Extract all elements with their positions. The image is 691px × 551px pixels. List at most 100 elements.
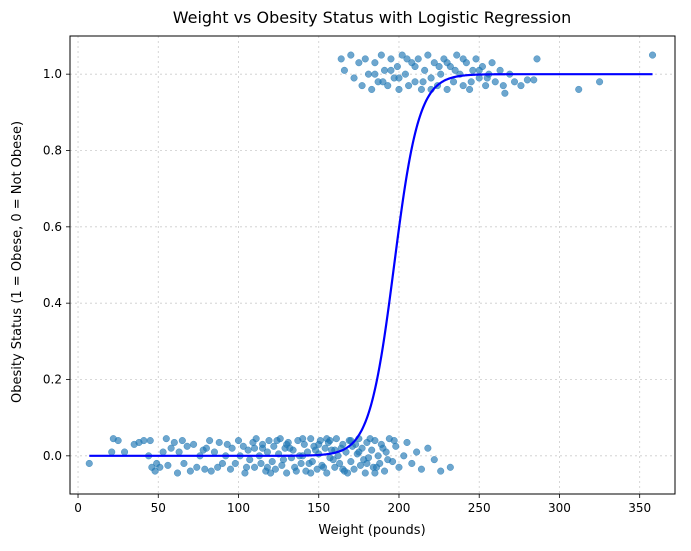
scatter-point — [459, 55, 467, 63]
scatter-point — [377, 51, 385, 59]
scatter-point — [273, 437, 281, 445]
scatter-point — [323, 435, 331, 443]
scatter-point — [226, 465, 235, 473]
scatter-point — [164, 461, 172, 469]
scatter-point — [331, 463, 339, 471]
scatter-point — [178, 437, 186, 445]
scatter-point — [395, 74, 403, 82]
scatter-point — [417, 85, 425, 93]
scatter-point — [496, 66, 504, 74]
scatter-point — [279, 456, 287, 464]
scatter-point — [501, 89, 509, 97]
scatter-point — [368, 446, 376, 454]
scatter-point — [491, 78, 499, 86]
scatter-point — [186, 467, 194, 475]
scatter-point — [380, 467, 389, 475]
logistic-curve — [89, 73, 653, 457]
scatter-point — [268, 458, 276, 466]
scatter-point — [252, 435, 260, 443]
scatter-point — [466, 85, 474, 93]
scatter-point — [344, 469, 352, 477]
scatter-point — [140, 437, 148, 445]
scatter-point — [523, 76, 531, 84]
scatter-point — [292, 467, 300, 475]
scatter-point — [246, 456, 254, 464]
scatter-point — [313, 465, 321, 473]
scatter-point — [437, 70, 445, 78]
scatter-point — [114, 437, 122, 445]
scatter-point — [355, 59, 363, 67]
scatter-point — [267, 469, 275, 477]
scatter-point — [242, 463, 251, 471]
scatter-point — [533, 55, 541, 63]
scatter-point — [297, 459, 305, 468]
scatter-point — [403, 55, 411, 63]
y-axis-label: Obesity Status (1 = Obese, 0 = Not Obese… — [10, 121, 25, 403]
scatter-point — [411, 78, 419, 86]
scatter-point — [356, 461, 365, 469]
scatter-point — [413, 448, 421, 456]
scatter-point — [384, 82, 392, 90]
scatter-point — [530, 76, 538, 84]
scatter-point — [207, 467, 215, 475]
scatter-point — [384, 456, 392, 464]
y-tick-label: 0.6 — [43, 220, 62, 234]
scatter-point — [159, 448, 167, 456]
scatter-point — [421, 66, 429, 74]
scatter-point — [350, 465, 358, 473]
scatter-point — [162, 435, 170, 443]
scatter-point — [363, 459, 371, 468]
scatter-point — [427, 74, 435, 82]
scatter-point — [234, 437, 243, 445]
scatter-point — [459, 82, 467, 90]
scatter-point — [167, 444, 175, 452]
scatter-point — [453, 51, 461, 59]
scatter-point — [307, 435, 315, 443]
scatter-point — [361, 55, 369, 63]
logistic-curve-layer — [89, 73, 653, 457]
scatter-point — [430, 456, 438, 464]
scatter-point — [510, 78, 519, 86]
scatter-point — [411, 62, 419, 71]
scatter-point — [329, 456, 337, 464]
scatter-point — [387, 66, 395, 74]
scatter-point — [575, 85, 583, 93]
scatter-point — [483, 74, 491, 82]
scatter-point — [332, 435, 340, 443]
scatter-point — [214, 463, 222, 471]
y-tick-label: 0.2 — [43, 373, 62, 387]
scatter-point — [350, 74, 358, 82]
scatter-point — [371, 59, 379, 67]
scatter-point — [467, 78, 475, 86]
scatter-point — [443, 59, 451, 67]
scatter-point — [446, 463, 454, 471]
scatter-point — [307, 469, 315, 477]
scatter-point — [417, 465, 425, 473]
scatter-point — [259, 444, 267, 452]
scatter-point — [648, 51, 657, 59]
scatter-point — [156, 463, 164, 471]
scatter-point — [400, 452, 408, 460]
scatter-point — [339, 465, 347, 473]
scatter-point — [201, 465, 209, 473]
scatter-point — [218, 459, 227, 468]
scatter-point — [435, 62, 443, 71]
x-tick-label: 150 — [307, 501, 330, 515]
scatter-point — [299, 435, 307, 443]
scatter-point — [337, 55, 345, 63]
scatter-point — [336, 459, 344, 468]
scatter-point — [340, 66, 348, 74]
scatter-point — [482, 82, 490, 90]
scatter-point — [320, 463, 328, 471]
scatter-point — [305, 459, 313, 468]
scatter-point — [449, 78, 458, 86]
y-tick-label: 0.0 — [43, 449, 62, 463]
scatter-point — [190, 440, 198, 448]
scatter-point — [239, 442, 247, 450]
scatter-point — [228, 444, 236, 452]
scatter-point — [488, 59, 496, 67]
scatter-point — [85, 459, 93, 468]
scatter-point — [315, 440, 323, 448]
